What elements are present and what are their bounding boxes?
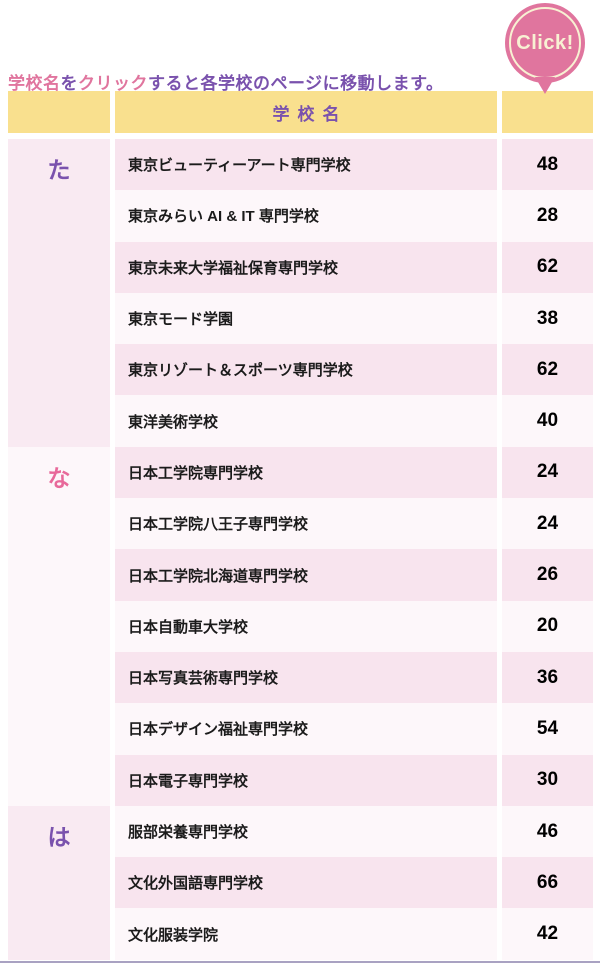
school-name-link[interactable]: 東洋美術学校	[115, 395, 497, 447]
intro-segment: すると各学校のページに移動します。	[148, 74, 444, 93]
page-number-cell: 24	[502, 446, 593, 499]
school-name-link[interactable]: 日本工学院北海道専門学校	[115, 549, 497, 601]
page-number-cell: 24	[502, 498, 593, 550]
index-section-block: は	[8, 805, 110, 960]
school-name-link[interactable]: 日本写真芸術専門学校	[115, 651, 497, 704]
page-number-cell: 42	[502, 908, 593, 960]
intro-segment: 学校名	[8, 74, 61, 93]
page-number-cell: 62	[502, 241, 593, 293]
school-name-link[interactable]: 東京ビューティーアート専門学校	[115, 139, 497, 191]
school-name-link[interactable]: 服部栄養専門学校	[115, 805, 497, 858]
table-header-row: 学校名	[8, 91, 593, 133]
page-number-cell: 38	[502, 292, 593, 345]
page-number-cell: 66	[502, 857, 593, 909]
header-cell-index	[8, 91, 110, 133]
school-name-column: 東京ビューティーアート専門学校 東京みらい AI & IT 専門学校 東京未来大学福…	[115, 139, 497, 960]
badge-tail-icon	[535, 77, 555, 94]
intro-segment: クリック	[78, 74, 148, 93]
header-cell-page	[502, 91, 593, 133]
school-name-link[interactable]: 日本工学院八王子専門学校	[115, 498, 497, 550]
school-name-link[interactable]: 東京モード学園	[115, 292, 497, 345]
page-number-cell: 28	[502, 190, 593, 242]
index-letter: な	[47, 464, 71, 491]
school-name-link[interactable]: 東京未来大学福祉保育専門学校	[115, 241, 497, 293]
school-name-link[interactable]: 日本電子専門学校	[115, 754, 497, 806]
school-name-link[interactable]: 東京リゾート＆スポーツ専門学校	[115, 344, 497, 396]
index-letter: た	[47, 157, 71, 183]
page-number-cell: 62	[502, 344, 593, 396]
index-section-block: な	[8, 446, 110, 806]
school-table: 学校名 たなは 東京ビューティーアート専門学校 東京みらい AI & IT 専門学…	[8, 91, 593, 960]
school-name-link[interactable]: 東京みらい AI & IT 専門学校	[115, 190, 497, 242]
page-number-cell: 26	[502, 549, 593, 601]
page-number-cell: 36	[502, 651, 593, 704]
page-number-cell: 46	[502, 805, 593, 858]
intro-text: 学校名をクリックすると各学校のページに移動します。	[8, 69, 443, 94]
intro-segment: を	[60, 74, 78, 93]
index-letter: は	[47, 823, 71, 850]
school-name-link[interactable]: 文化服装学院	[115, 908, 497, 960]
school-name-link[interactable]: 文化外国語専門学校	[115, 857, 497, 909]
table-bottom-border	[0, 961, 600, 963]
page-number-cell: 30	[502, 754, 593, 806]
school-name-link[interactable]: 日本自動車大学校	[115, 600, 497, 652]
page-number-cell: 20	[502, 600, 593, 652]
school-name-link[interactable]: 日本デザイン福祉専門学校	[115, 703, 497, 755]
school-name-link[interactable]: 日本工学院専門学校	[115, 446, 497, 499]
table-body: たなは 東京ビューティーアート専門学校 東京みらい AI & IT 専門学校 東京未…	[8, 139, 593, 960]
page-number-cell: 40	[502, 395, 593, 447]
page-number-column: 48 28 62 38 62 40 24 24 26 20 36 54 30 46 66 42	[502, 139, 593, 960]
page-number-cell: 54	[502, 703, 593, 755]
index-section-block: た	[8, 139, 110, 447]
header-cell-school-name: 学校名	[115, 91, 497, 133]
click-badge: Click!	[505, 3, 585, 94]
page-number-cell: 48	[502, 139, 593, 191]
click-badge-label: Click!	[516, 31, 574, 54]
index-column: たなは	[8, 139, 110, 960]
